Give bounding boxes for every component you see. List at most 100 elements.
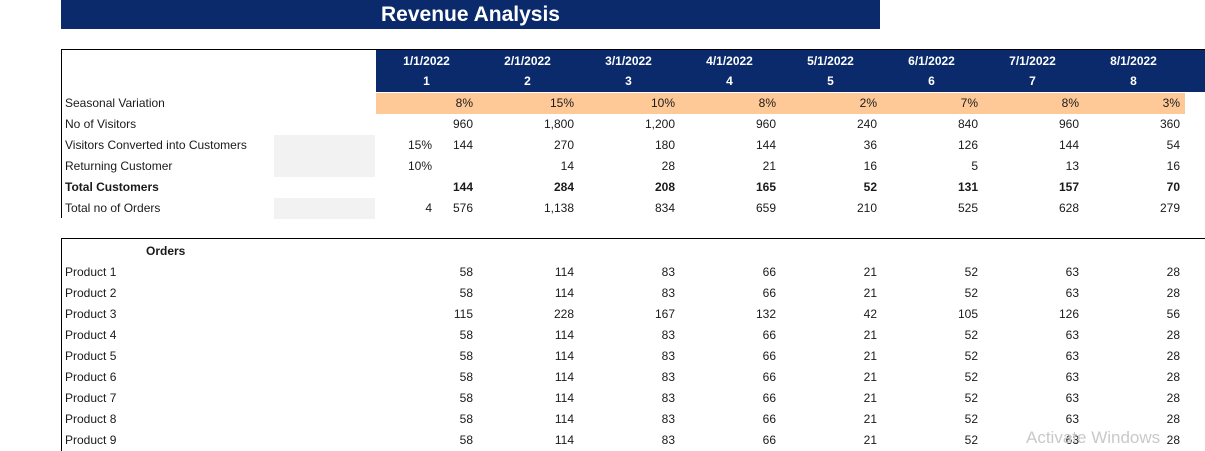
cell[interactable]: 83 bbox=[661, 370, 675, 384]
cell[interactable]: 840 bbox=[957, 117, 978, 131]
cell[interactable]: 66 bbox=[762, 433, 776, 447]
cell[interactable]: 180 bbox=[654, 138, 675, 152]
cell[interactable]: 28 bbox=[1166, 286, 1180, 300]
cell[interactable]: 52 bbox=[964, 328, 978, 342]
cell[interactable]: 114 bbox=[554, 412, 574, 426]
cell[interactable]: 58 bbox=[459, 412, 473, 426]
cell[interactable]: 66 bbox=[762, 412, 776, 426]
row-input-value[interactable]: 10% bbox=[407, 159, 432, 173]
cell[interactable]: 66 bbox=[762, 370, 776, 384]
cell[interactable]: 10% bbox=[650, 96, 675, 110]
cell[interactable]: 66 bbox=[762, 391, 776, 405]
cell[interactable]: 58 bbox=[459, 370, 473, 384]
cell[interactable]: 8% bbox=[1061, 96, 1079, 110]
cell[interactable]: 21 bbox=[863, 328, 877, 342]
cell[interactable]: 5 bbox=[971, 159, 978, 173]
cell[interactable]: 628 bbox=[1058, 201, 1079, 215]
cell[interactable]: 960 bbox=[755, 117, 776, 131]
cell[interactable]: 240 bbox=[856, 117, 877, 131]
cell[interactable]: 21 bbox=[863, 412, 877, 426]
cell[interactable]: 167 bbox=[654, 307, 675, 321]
cell[interactable]: 659 bbox=[755, 201, 776, 215]
row-input-value[interactable]: 15% bbox=[407, 138, 432, 152]
cell[interactable]: 52 bbox=[964, 391, 978, 405]
cell[interactable]: 279 bbox=[1159, 201, 1180, 215]
cell[interactable]: 83 bbox=[661, 433, 675, 447]
cell[interactable]: 114 bbox=[554, 265, 574, 279]
cell[interactable]: 83 bbox=[661, 265, 675, 279]
cell[interactable]: 228 bbox=[553, 307, 574, 321]
returning-input-cell[interactable] bbox=[274, 156, 375, 177]
row-input-value[interactable]: 4 bbox=[425, 201, 432, 215]
cell[interactable]: 58 bbox=[459, 328, 473, 342]
cell[interactable]: 83 bbox=[661, 328, 675, 342]
cell[interactable]: 960 bbox=[452, 117, 473, 131]
cell[interactable]: 66 bbox=[762, 328, 776, 342]
cell[interactable]: 525 bbox=[957, 201, 978, 215]
cell[interactable]: 1,138 bbox=[543, 201, 574, 215]
cell[interactable]: 66 bbox=[762, 349, 776, 363]
cell[interactable]: 16 bbox=[1166, 159, 1180, 173]
cell[interactable]: 83 bbox=[661, 412, 675, 426]
cell[interactable]: 58 bbox=[459, 265, 473, 279]
cell[interactable]: 63 bbox=[1065, 265, 1079, 279]
conversion-input-cell[interactable] bbox=[274, 135, 375, 156]
cell[interactable]: 28 bbox=[1166, 412, 1180, 426]
cell[interactable]: 28 bbox=[1166, 265, 1180, 279]
cell[interactable]: 157 bbox=[1058, 180, 1079, 194]
cell[interactable] bbox=[376, 156, 477, 177]
cell[interactable]: 144 bbox=[452, 138, 473, 152]
cell[interactable]: 144 bbox=[452, 180, 473, 194]
cell[interactable]: 28 bbox=[1166, 370, 1180, 384]
cell[interactable]: 8% bbox=[455, 96, 473, 110]
cell[interactable]: 14 bbox=[560, 159, 574, 173]
cell[interactable]: 83 bbox=[661, 349, 675, 363]
cell[interactable]: 114 bbox=[554, 391, 574, 405]
cell[interactable]: 144 bbox=[1058, 138, 1079, 152]
cell[interactable]: 126 bbox=[1058, 307, 1079, 321]
cell[interactable]: 1,200 bbox=[644, 117, 675, 131]
cell[interactable]: 105 bbox=[957, 307, 978, 321]
cell[interactable]: 2% bbox=[859, 96, 877, 110]
cell[interactable]: 3% bbox=[1162, 96, 1180, 110]
cell[interactable]: 56 bbox=[1166, 307, 1180, 321]
cell[interactable]: 63 bbox=[1065, 412, 1079, 426]
cell[interactable]: 13 bbox=[1065, 159, 1079, 173]
cell[interactable]: 270 bbox=[553, 138, 574, 152]
cell[interactable]: 70 bbox=[1166, 180, 1180, 194]
cell[interactable]: 132 bbox=[755, 307, 776, 321]
cell[interactable]: 42 bbox=[863, 307, 877, 321]
cell[interactable]: 16 bbox=[863, 159, 877, 173]
cell[interactable]: 52 bbox=[964, 433, 978, 447]
cell[interactable]: 576 bbox=[452, 201, 473, 215]
cell[interactable]: 28 bbox=[661, 159, 675, 173]
cell[interactable]: 52 bbox=[964, 370, 978, 384]
cell[interactable]: 58 bbox=[459, 391, 473, 405]
cell[interactable]: 210 bbox=[856, 201, 877, 215]
cell[interactable]: 21 bbox=[863, 391, 877, 405]
cell[interactable]: 28 bbox=[1166, 391, 1180, 405]
cell[interactable]: 7% bbox=[960, 96, 978, 110]
cell[interactable]: 21 bbox=[863, 265, 877, 279]
orders-input-cell[interactable] bbox=[274, 198, 375, 219]
cell[interactable]: 54 bbox=[1166, 138, 1180, 152]
cell[interactable]: 114 bbox=[554, 349, 574, 363]
cell[interactable]: 52 bbox=[863, 180, 877, 194]
cell[interactable]: 21 bbox=[863, 349, 877, 363]
cell[interactable]: 21 bbox=[863, 286, 877, 300]
cell[interactable]: 52 bbox=[964, 412, 978, 426]
cell[interactable]: 63 bbox=[1065, 349, 1079, 363]
cell[interactable]: 114 bbox=[554, 286, 574, 300]
cell[interactable]: 83 bbox=[661, 286, 675, 300]
cell[interactable]: 114 bbox=[554, 370, 574, 384]
cell[interactable]: 8% bbox=[758, 96, 776, 110]
cell[interactable]: 165 bbox=[755, 180, 776, 194]
cell[interactable]: 63 bbox=[1065, 370, 1079, 384]
cell[interactable]: 83 bbox=[661, 391, 675, 405]
cell[interactable]: 58 bbox=[459, 433, 473, 447]
cell[interactable]: 28 bbox=[1166, 349, 1180, 363]
cell[interactable]: 66 bbox=[762, 286, 776, 300]
cell[interactable]: 834 bbox=[654, 201, 675, 215]
cell[interactable]: 284 bbox=[553, 180, 574, 194]
cell[interactable]: 115 bbox=[453, 307, 473, 321]
